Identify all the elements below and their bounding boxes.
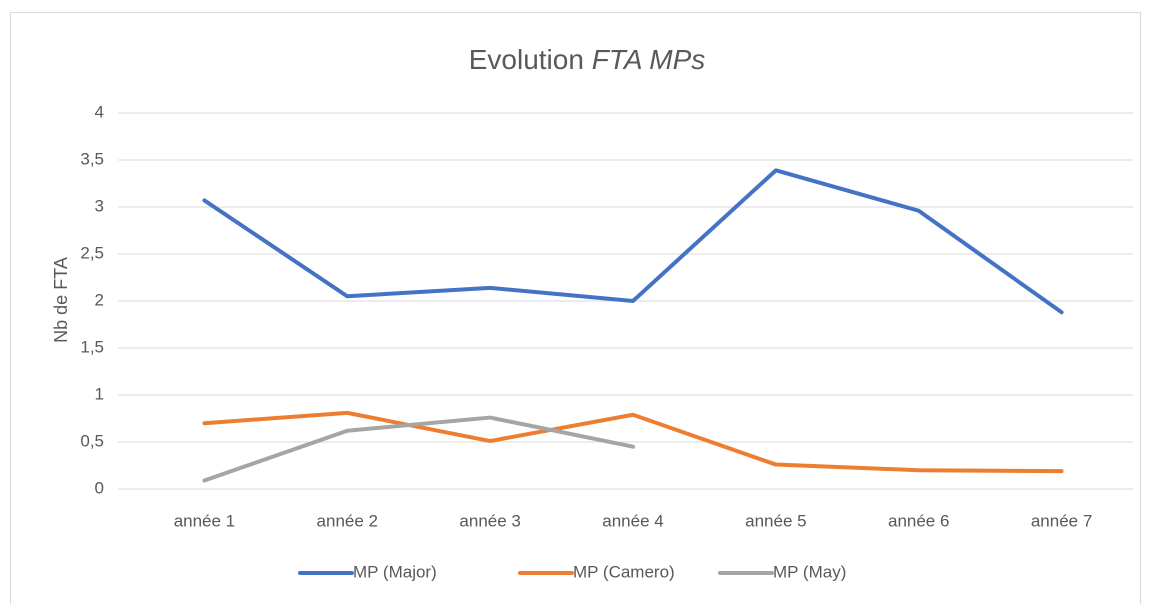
chart-title: Evolution FTA MPs bbox=[469, 44, 706, 75]
title-part: FTA MPs bbox=[592, 44, 706, 75]
y-tick-label: 1 bbox=[95, 384, 104, 403]
x-tick-label: année 6 bbox=[888, 511, 949, 530]
y-tick-label: 2 bbox=[95, 290, 104, 309]
legend-label: MP (May) bbox=[773, 562, 846, 581]
y-tick-label: 3,5 bbox=[80, 149, 104, 168]
x-tick-label: année 7 bbox=[1031, 511, 1092, 530]
chart-border bbox=[10, 12, 1141, 604]
series-line bbox=[202, 410, 1064, 474]
x-tick-label: année 5 bbox=[745, 511, 806, 530]
legend-label: MP (Major) bbox=[353, 562, 437, 581]
y-tick-label: 2,5 bbox=[80, 243, 104, 262]
x-tick-label: année 4 bbox=[602, 511, 663, 530]
y-axis-label: Nb de FTA bbox=[51, 257, 71, 343]
x-tick-label: année 3 bbox=[459, 511, 520, 530]
y-tick-label: 4 bbox=[95, 102, 104, 121]
y-tick-label: 0,5 bbox=[80, 431, 104, 450]
y-tick-label: 0 bbox=[95, 478, 104, 497]
y-tick-label: 1,5 bbox=[80, 337, 104, 356]
x-tick-label: année 2 bbox=[317, 511, 378, 530]
series-line bbox=[202, 415, 635, 483]
series-line bbox=[202, 168, 1064, 315]
y-tick-label: 3 bbox=[95, 196, 104, 215]
legend-label: MP (Camero) bbox=[573, 562, 675, 581]
x-tick-label: année 1 bbox=[174, 511, 235, 530]
title-part: Evolution bbox=[469, 44, 584, 75]
